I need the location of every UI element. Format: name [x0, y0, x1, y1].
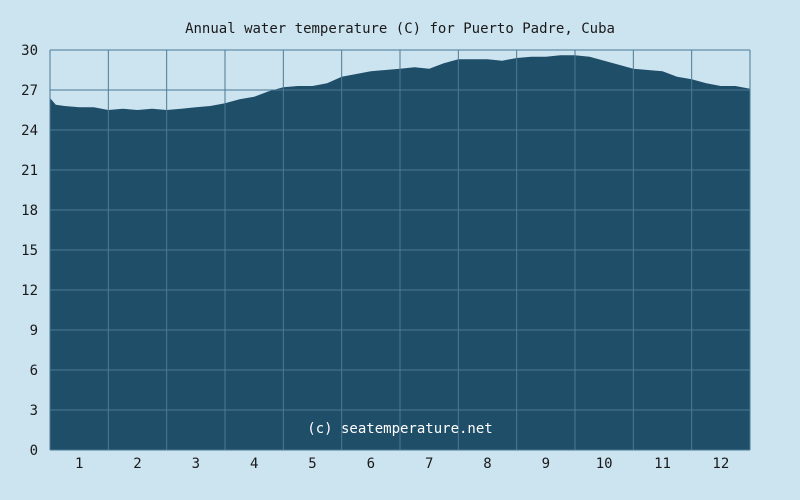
x-tick-label: 7 [425, 456, 433, 472]
x-tick-label: 8 [483, 456, 491, 472]
x-tick-label: 3 [192, 456, 200, 472]
x-tick-label: 10 [596, 456, 613, 472]
x-tick-label: 11 [654, 456, 671, 472]
y-tick-label: 30 [21, 43, 38, 59]
x-tick-label: 5 [308, 456, 316, 472]
chart-credit: (c) seatemperature.net [307, 421, 492, 437]
x-tick-label: 9 [542, 456, 550, 472]
y-tick-label: 6 [30, 363, 38, 379]
chart-title: Annual water temperature (C) for Puerto … [185, 21, 615, 37]
x-tick-label: 4 [250, 456, 258, 472]
y-tick-label: 0 [30, 443, 38, 459]
y-tick-label: 21 [21, 163, 38, 179]
x-tick-label: 12 [712, 456, 729, 472]
y-tick-label: 27 [21, 83, 38, 99]
y-tick-label: 18 [21, 203, 38, 219]
x-tick-label: 6 [367, 456, 375, 472]
y-tick-label: 12 [21, 283, 38, 299]
x-tick-label: 2 [133, 456, 141, 472]
y-tick-label: 9 [30, 323, 38, 339]
x-tick-label: 1 [75, 456, 83, 472]
y-tick-label: 24 [21, 123, 38, 139]
y-tick-label: 3 [30, 403, 38, 419]
y-tick-label: 15 [21, 243, 38, 259]
